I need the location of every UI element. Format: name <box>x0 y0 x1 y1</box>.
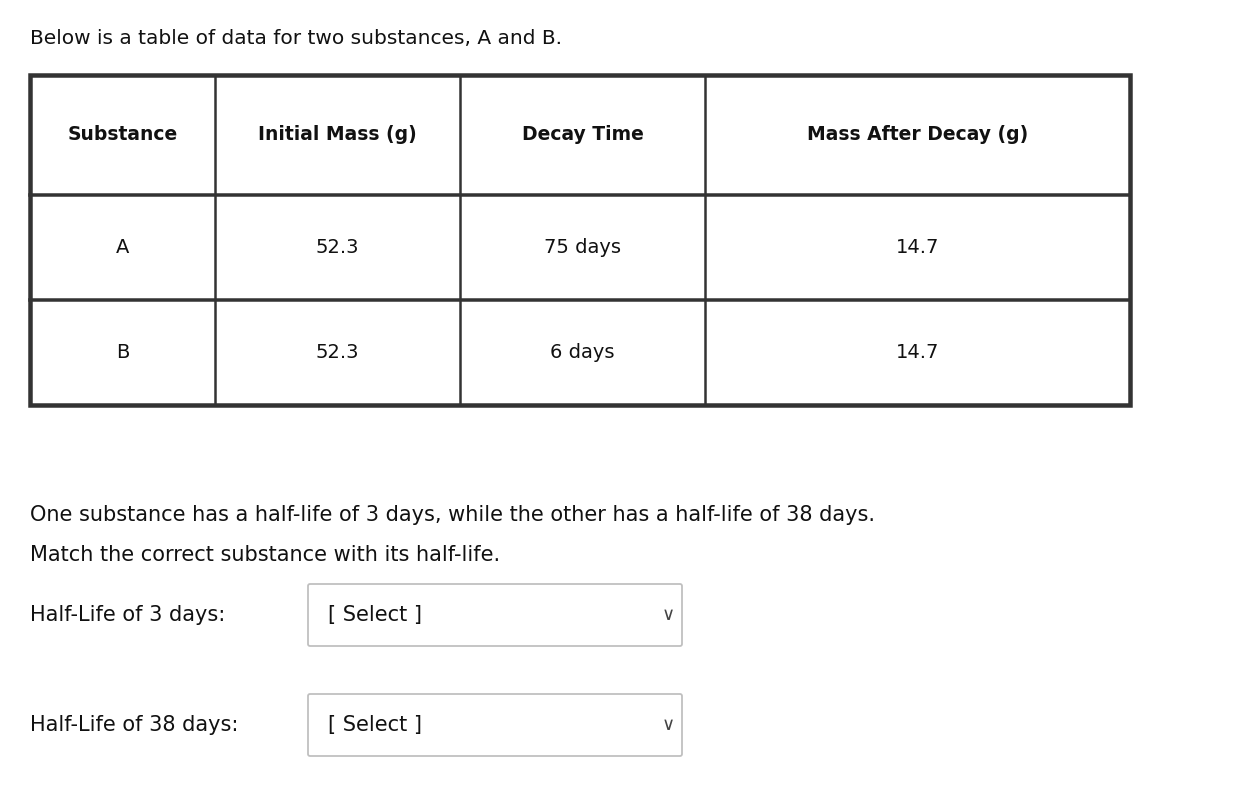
Text: 14.7: 14.7 <box>896 238 939 257</box>
Text: Half-Life of 3 days:: Half-Life of 3 days: <box>30 605 225 625</box>
Text: Match the correct substance with its half-life.: Match the correct substance with its hal… <box>30 545 500 565</box>
Text: Initial Mass (g): Initial Mass (g) <box>258 125 417 145</box>
Text: 52.3: 52.3 <box>316 238 359 257</box>
FancyBboxPatch shape <box>308 694 682 756</box>
Text: Mass After Decay (g): Mass After Decay (g) <box>806 125 1028 145</box>
Text: Half-Life of 38 days:: Half-Life of 38 days: <box>30 715 238 735</box>
Text: Decay Time: Decay Time <box>522 125 644 145</box>
Text: Substance: Substance <box>68 125 178 145</box>
Text: ∨: ∨ <box>661 716 675 734</box>
Text: One substance has a half-life of 3 days, while the other has a half-life of 38 d: One substance has a half-life of 3 days,… <box>30 505 875 525</box>
Text: A: A <box>116 238 129 257</box>
Text: 75 days: 75 days <box>545 238 621 257</box>
Text: Below is a table of data for two substances, A and B.: Below is a table of data for two substan… <box>30 28 562 48</box>
Text: 14.7: 14.7 <box>896 343 939 362</box>
Text: ∨: ∨ <box>661 606 675 624</box>
Text: B: B <box>116 343 129 362</box>
Text: [ Select ]: [ Select ] <box>328 715 422 735</box>
Bar <box>30 75 1131 405</box>
Text: 52.3: 52.3 <box>316 343 359 362</box>
Text: [ Select ]: [ Select ] <box>328 605 422 625</box>
Text: 6 days: 6 days <box>550 343 615 362</box>
FancyBboxPatch shape <box>308 584 682 646</box>
